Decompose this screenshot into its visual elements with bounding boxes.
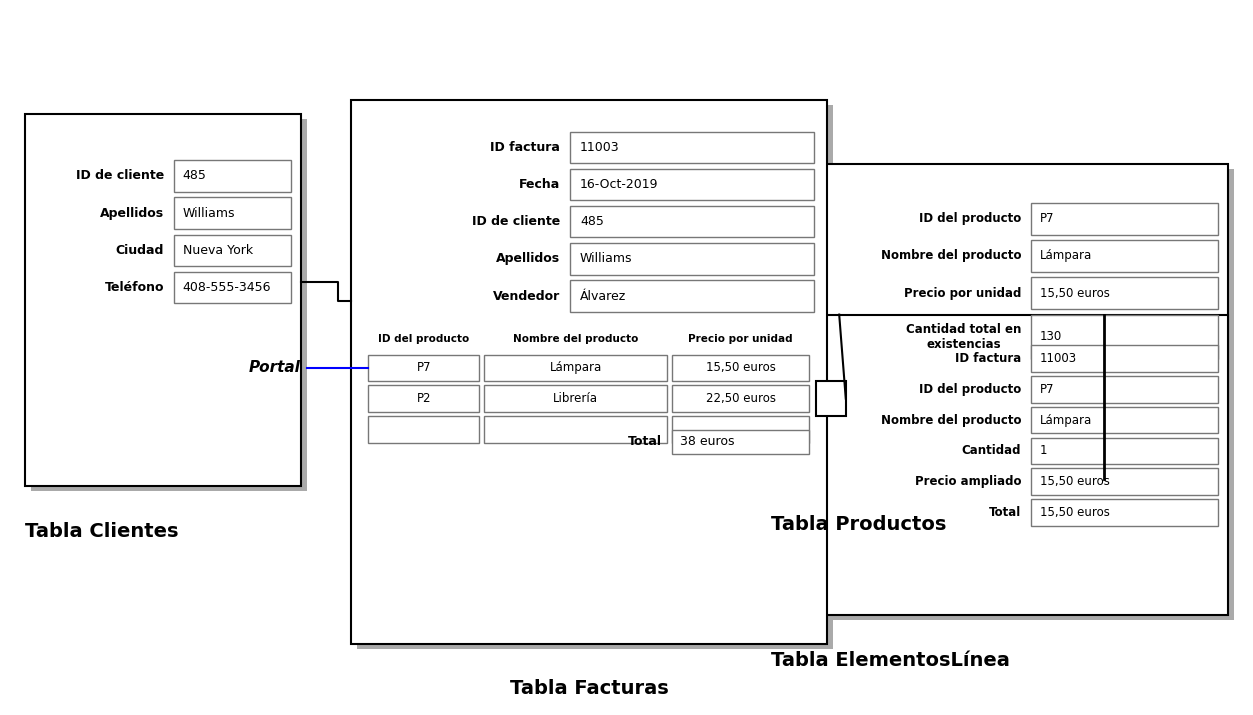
Text: Williams: Williams: [580, 252, 633, 265]
Text: 1: 1: [1040, 444, 1048, 458]
Text: Apellidos: Apellidos: [100, 207, 164, 220]
FancyBboxPatch shape: [1031, 240, 1218, 272]
Text: Cantidad total en
existencias: Cantidad total en existencias: [906, 323, 1021, 351]
Text: Tabla Clientes: Tabla Clientes: [25, 522, 179, 541]
FancyBboxPatch shape: [672, 355, 809, 381]
Text: 130: 130: [1040, 330, 1063, 343]
FancyBboxPatch shape: [485, 385, 667, 412]
Text: 22,50 euros: 22,50 euros: [705, 392, 776, 405]
Text: ID factura: ID factura: [955, 352, 1021, 365]
FancyBboxPatch shape: [570, 132, 814, 163]
Text: Lámpara: Lámpara: [1040, 413, 1093, 427]
FancyBboxPatch shape: [368, 355, 480, 381]
FancyBboxPatch shape: [368, 385, 480, 412]
Text: Total: Total: [989, 506, 1021, 519]
Text: Fecha: Fecha: [519, 178, 560, 191]
Text: ID del producto: ID del producto: [918, 383, 1021, 396]
FancyBboxPatch shape: [1031, 468, 1218, 495]
FancyBboxPatch shape: [174, 160, 291, 192]
Text: Tabla ElementosLínea: Tabla ElementosLínea: [771, 651, 1010, 670]
FancyBboxPatch shape: [1031, 315, 1218, 359]
Text: 38 euros: 38 euros: [680, 435, 736, 448]
FancyBboxPatch shape: [777, 320, 1234, 620]
Text: Williams: Williams: [183, 207, 236, 220]
Text: P7: P7: [1040, 383, 1055, 396]
FancyBboxPatch shape: [485, 416, 667, 443]
FancyBboxPatch shape: [1031, 499, 1218, 526]
Text: ID factura: ID factura: [490, 141, 560, 154]
FancyBboxPatch shape: [174, 235, 291, 266]
FancyBboxPatch shape: [485, 355, 667, 381]
FancyBboxPatch shape: [570, 206, 814, 237]
Text: 485: 485: [580, 215, 604, 228]
Text: Ciudad: Ciudad: [115, 244, 164, 257]
Text: Lámpara: Lámpara: [1040, 250, 1093, 262]
FancyBboxPatch shape: [351, 100, 827, 644]
Text: Precio por unidad: Precio por unidad: [903, 287, 1021, 300]
FancyBboxPatch shape: [174, 272, 291, 303]
FancyBboxPatch shape: [31, 119, 307, 491]
FancyBboxPatch shape: [771, 315, 1228, 615]
FancyBboxPatch shape: [1031, 345, 1218, 372]
Text: 485: 485: [183, 169, 207, 182]
Text: Nombre del producto: Nombre del producto: [512, 334, 638, 344]
Text: Nombre del producto: Nombre del producto: [881, 250, 1021, 262]
FancyBboxPatch shape: [25, 114, 301, 486]
Text: 408-555-3456: 408-555-3456: [183, 281, 271, 294]
FancyBboxPatch shape: [1031, 407, 1218, 433]
Text: Nueva York: Nueva York: [183, 244, 253, 257]
FancyBboxPatch shape: [1031, 376, 1218, 403]
Text: Vendedor: Vendedor: [492, 290, 560, 302]
FancyBboxPatch shape: [771, 164, 1228, 479]
FancyBboxPatch shape: [570, 243, 814, 275]
Text: Portal: Portal: [249, 360, 301, 375]
Text: Total: Total: [628, 435, 662, 448]
FancyBboxPatch shape: [174, 197, 291, 229]
FancyBboxPatch shape: [368, 416, 480, 443]
FancyBboxPatch shape: [672, 416, 809, 443]
Text: Precio por unidad: Precio por unidad: [688, 334, 793, 344]
Text: ID del producto: ID del producto: [918, 212, 1021, 225]
Text: Apellidos: Apellidos: [496, 252, 560, 265]
Text: Álvarez: Álvarez: [580, 290, 626, 302]
Text: 15,50 euros: 15,50 euros: [1040, 475, 1110, 488]
Text: 15,50 euros: 15,50 euros: [1040, 506, 1110, 519]
FancyBboxPatch shape: [1031, 438, 1218, 464]
Text: 11003: 11003: [580, 141, 619, 154]
Text: Lámpara: Lámpara: [549, 361, 601, 375]
Text: ID de cliente: ID de cliente: [75, 169, 164, 182]
FancyBboxPatch shape: [672, 385, 809, 412]
FancyBboxPatch shape: [570, 280, 814, 312]
FancyBboxPatch shape: [672, 430, 809, 454]
Text: ID del producto: ID del producto: [378, 334, 470, 344]
FancyBboxPatch shape: [777, 169, 1234, 484]
Text: P2: P2: [416, 392, 431, 405]
Text: Precio ampliado: Precio ampliado: [915, 475, 1021, 488]
Text: Cantidad: Cantidad: [962, 444, 1021, 458]
Text: 15,50 euros: 15,50 euros: [1040, 287, 1110, 300]
Text: Teléfono: Teléfono: [104, 281, 164, 294]
Text: Tabla Facturas: Tabla Facturas: [510, 679, 668, 699]
Text: Tabla Productos: Tabla Productos: [771, 515, 946, 534]
Text: ID de cliente: ID de cliente: [471, 215, 560, 228]
Text: P7: P7: [416, 361, 431, 375]
FancyBboxPatch shape: [357, 105, 833, 649]
Text: 11003: 11003: [1040, 352, 1078, 365]
FancyBboxPatch shape: [570, 169, 814, 200]
Text: P7: P7: [1040, 212, 1055, 225]
FancyBboxPatch shape: [1031, 203, 1218, 235]
Text: Librería: Librería: [553, 392, 598, 405]
Text: 16-Oct-2019: 16-Oct-2019: [580, 178, 658, 191]
Text: 15,50 euros: 15,50 euros: [705, 361, 776, 375]
FancyBboxPatch shape: [816, 381, 846, 416]
Text: Nombre del producto: Nombre del producto: [881, 413, 1021, 427]
FancyBboxPatch shape: [1031, 277, 1218, 309]
